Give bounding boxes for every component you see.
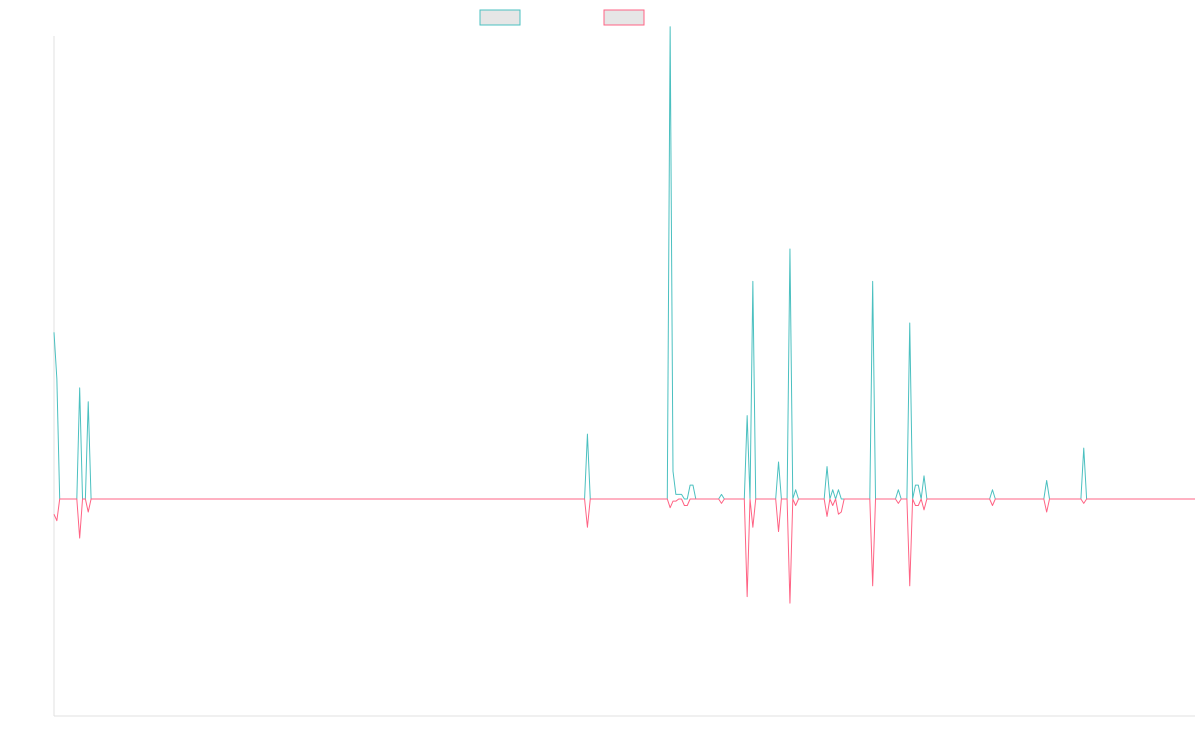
legend-swatch-2[interactable] [603,9,645,26]
series-line-2 [53,498,1195,604]
chart-legend [479,9,645,26]
series-layer [53,26,1195,604]
chart-axes [53,36,1195,717]
legend-swatch-1[interactable] [479,9,521,26]
series-line-1 [53,26,1195,500]
